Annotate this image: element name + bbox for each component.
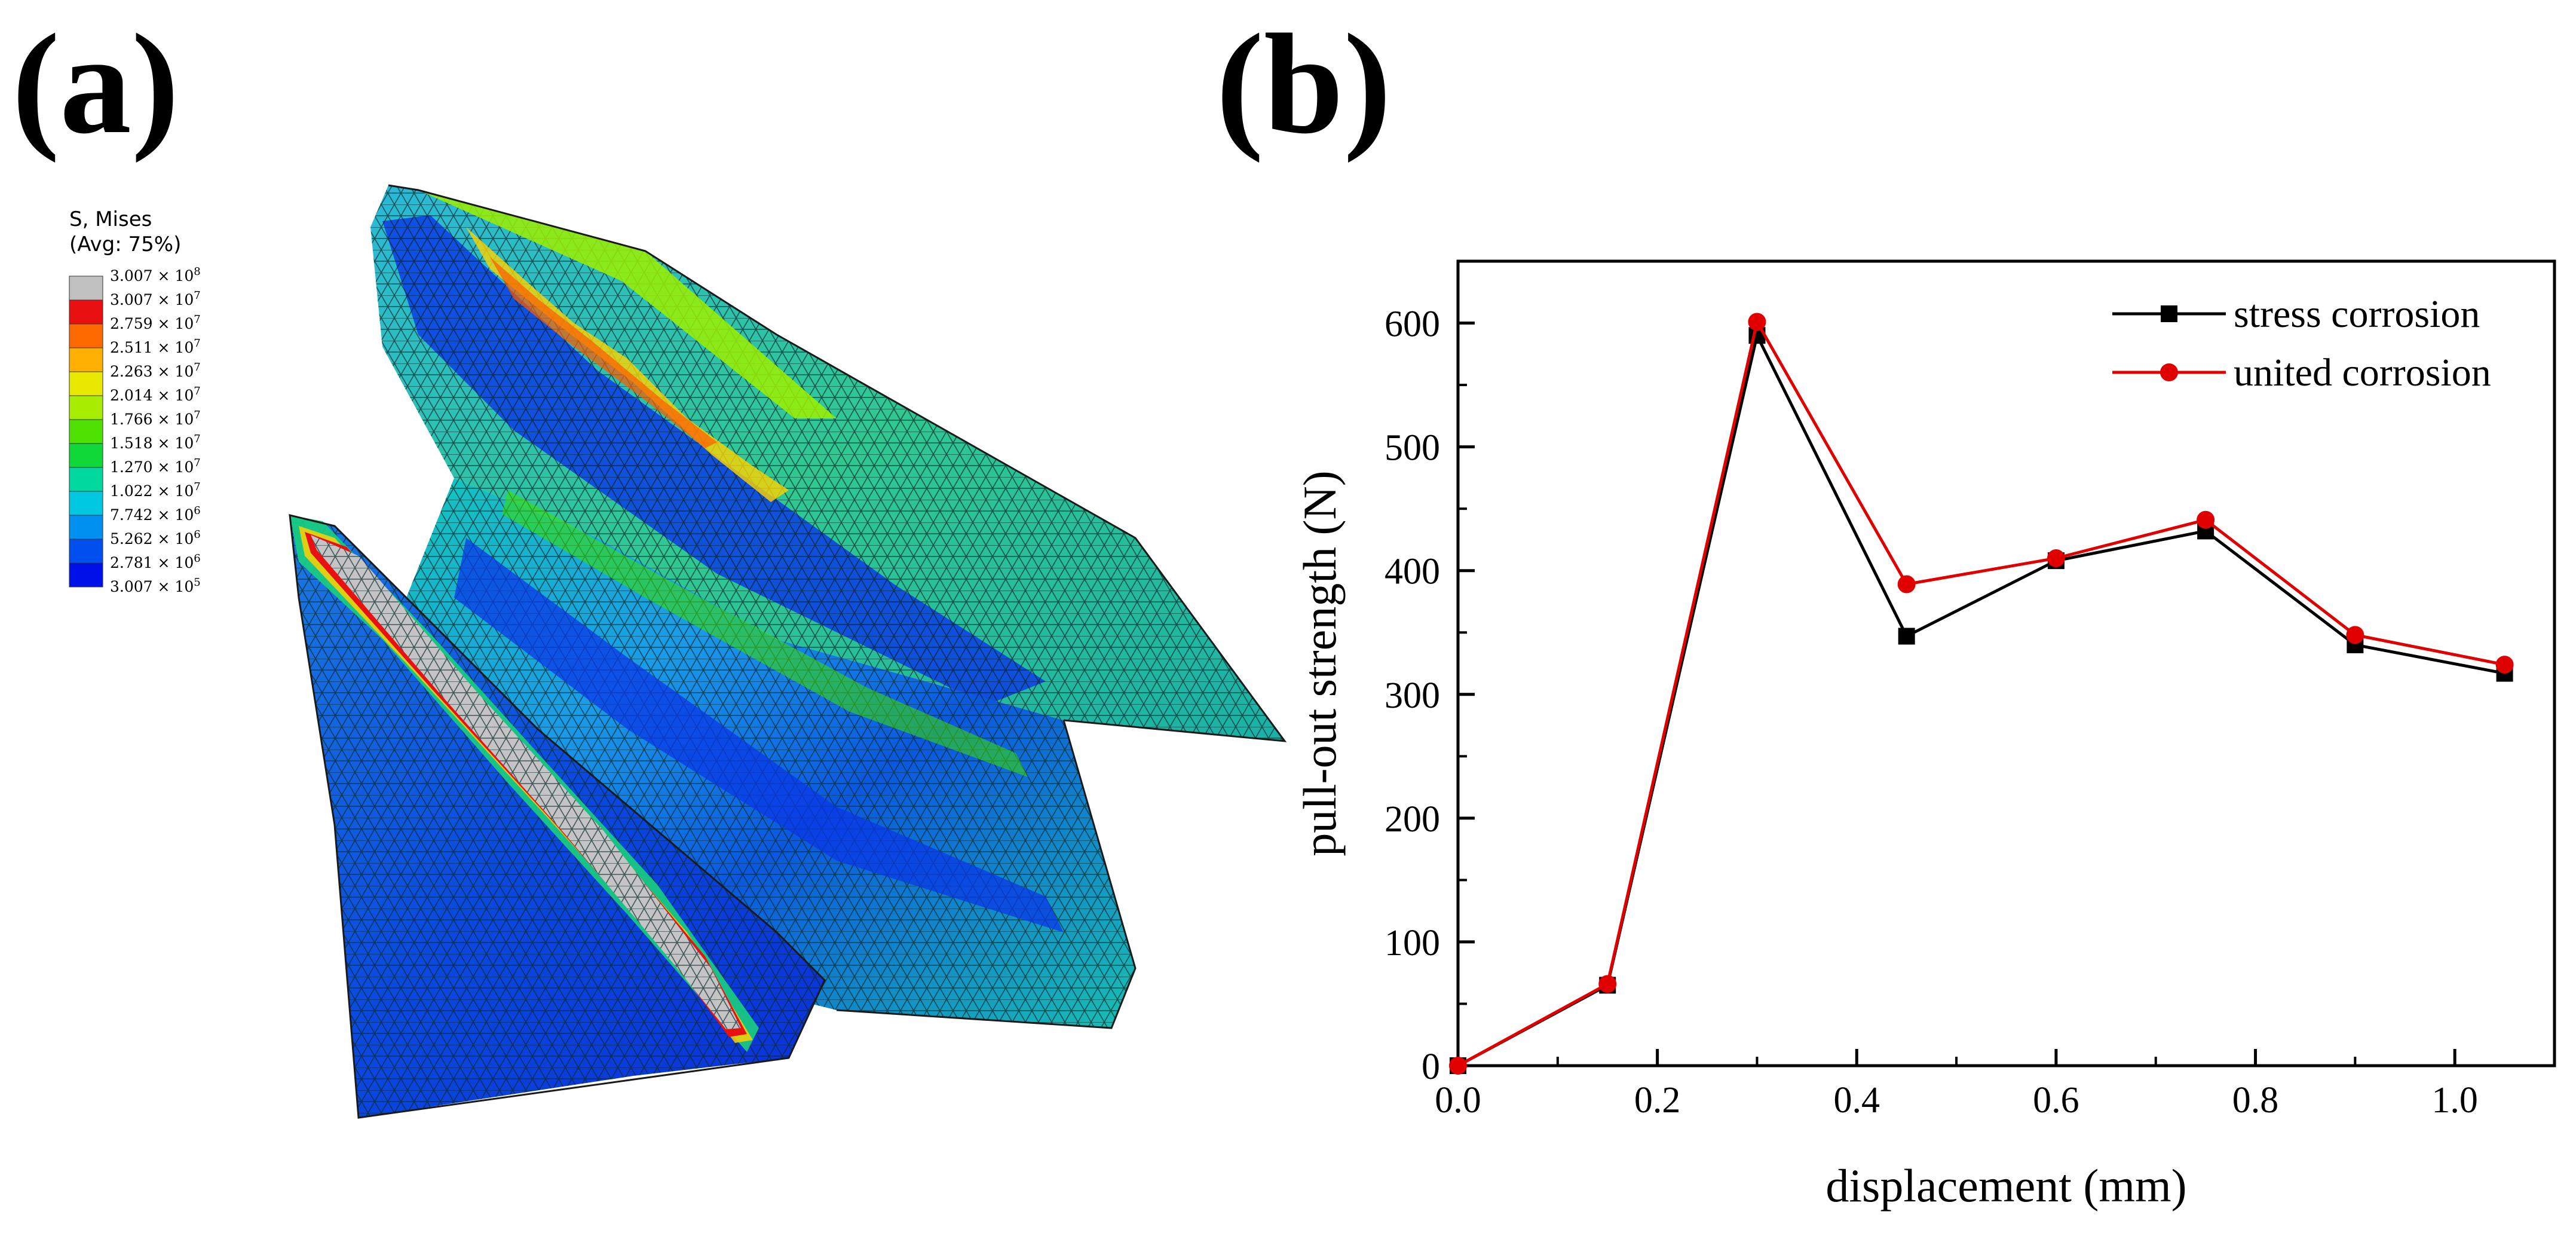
legend-value: 2.511 × 107 [110,337,201,356]
data-point-circle [1449,1057,1467,1075]
data-point-circle [1897,575,1916,594]
fem-model [289,184,1287,1119]
legend-value: 1.766 × 107 [110,409,201,428]
legend-entry-label: stress corrosion [2234,292,2480,336]
legend-value: 1.518 × 107 [110,433,201,452]
legend-swatch [69,539,103,564]
chart-legend: stress corrosion united corrosion [2112,292,2491,394]
data-point-circle [2495,656,2514,674]
x-tick-label: 0.0 [1435,1080,1481,1121]
y-axis-title: pull-out strength (N) [1294,470,1346,856]
panel-label-a: (a) [12,4,179,163]
data-point-circle [1598,975,1617,993]
legend-swatch [69,276,103,301]
legend-value: 1.022 × 107 [110,481,201,500]
legend-value: 3.007 × 107 [110,289,201,308]
legend-swatch [69,443,103,468]
plot-area [1456,259,2556,1067]
legend-swatch [69,515,103,540]
y-tick-label: 400 [1385,552,1440,592]
legend-value: 2.263 × 107 [110,361,201,380]
legend-swatch [69,419,103,444]
legend-marker-square [2161,305,2177,322]
data-point-circle [1748,313,1766,331]
x-axis-title: displacement (mm) [1825,1160,2186,1212]
legend-swatch [69,347,103,372]
legend-value: 3.007 × 108 [110,265,201,285]
legend-values: 3.007 × 108 3.007 × 107 2.759 × 107 2.511 ×… [110,265,201,595]
legend-value: 5.262 × 106 [110,528,201,547]
y-tick-label: 500 [1385,428,1440,469]
legend-title-line2: (Avg: 75%) [69,233,181,256]
x-tick-label: 0.4 [1834,1080,1880,1121]
data-point-circle [2197,510,2215,529]
legend-entry-label: united corrosion [2234,351,2491,394]
x-tick-label: 0.6 [2033,1080,2079,1121]
legend-value: 3.007 × 105 [110,576,201,595]
y-tick-label: 100 [1385,923,1440,963]
data-point-square [1898,628,1915,645]
legend-value: 2.759 × 107 [110,313,201,332]
y-tick-label: 300 [1385,675,1440,716]
y-tick-label: 200 [1385,799,1440,840]
y-tick-label: 0 [1422,1047,1440,1087]
series-layer [1449,313,2514,1075]
y-tick-label: 600 [1385,304,1440,345]
legend-title-line1: S, Mises [69,207,152,231]
series-line [1457,317,2505,1067]
x-tick-label: 1.0 [2431,1080,2478,1121]
legend-swatch [69,299,103,325]
x-tick-label: 0.8 [2232,1080,2279,1121]
legend-color-scale [69,276,103,588]
legend-swatch [69,467,103,492]
legend-value: 2.014 × 107 [110,385,201,404]
data-point-circle [2047,549,2065,567]
legend-value: 2.781 × 106 [110,552,201,571]
legend-value: 1.270 × 107 [110,457,201,476]
panel-label-b: (b) [1216,4,1392,163]
data-point-circle [2346,626,2364,644]
x-axis: 0.0 0.2 0.4 0.6 0.8 1.0 [1435,1049,2556,1121]
legend-swatch [69,562,103,588]
x-tick-label: 0.2 [1634,1080,1681,1121]
legend-swatch [69,491,103,516]
legend-value: 7.742 × 106 [110,504,201,524]
legend-marker-circle [2160,363,2178,381]
y-axis: 0 100 200 300 400 500 600 [1385,304,1475,1087]
